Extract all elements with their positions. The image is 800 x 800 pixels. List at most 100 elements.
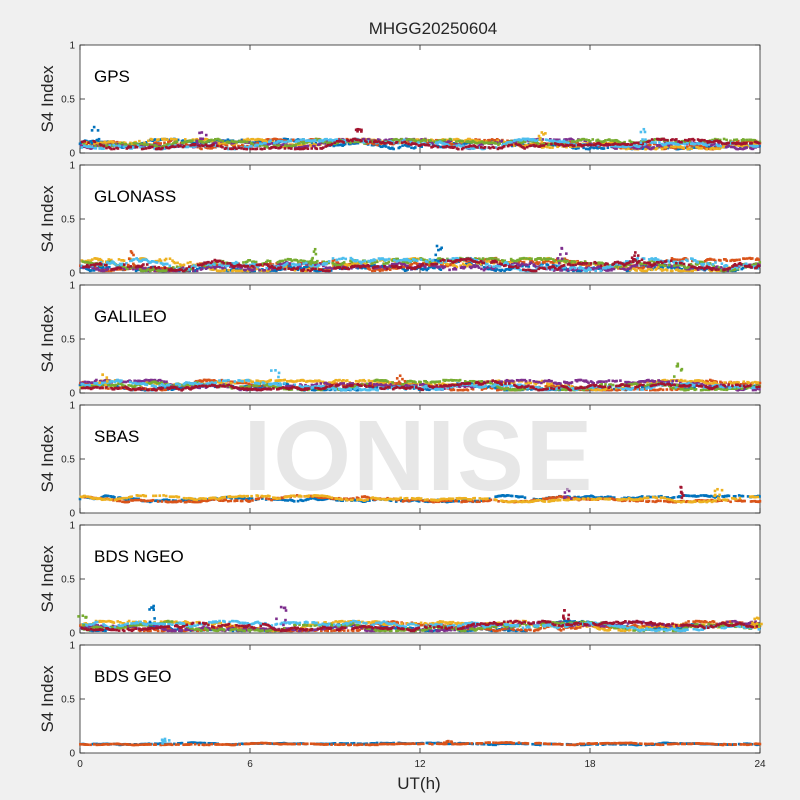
- y-tick-label: 0.5: [61, 335, 75, 346]
- data-point: [569, 263, 572, 267]
- data-point: [562, 141, 565, 145]
- data-point: [313, 144, 316, 148]
- data-point: [437, 259, 440, 263]
- data-point: [194, 142, 197, 146]
- data-point: [384, 138, 388, 142]
- data-point: [306, 147, 310, 151]
- data-point: [338, 266, 342, 269]
- data-point: [171, 143, 175, 147]
- data-point: [240, 264, 243, 268]
- data-point: [192, 269, 195, 273]
- data-point: [312, 250, 316, 253]
- data-point: [153, 269, 157, 273]
- data-point: [642, 127, 646, 131]
- data-point: [268, 259, 272, 263]
- data-point: [758, 261, 762, 264]
- data-point: [319, 262, 323, 266]
- data-point: [279, 138, 282, 141]
- data-point: [713, 147, 716, 151]
- data-point: [153, 138, 157, 141]
- data-point: [606, 262, 609, 266]
- data-point: [267, 267, 270, 271]
- data-point: [90, 145, 94, 149]
- data-point: [644, 138, 647, 141]
- data-point: [652, 260, 656, 264]
- data-point: [757, 264, 761, 268]
- data-point: [383, 265, 386, 268]
- data-point: [725, 259, 729, 263]
- data-point: [461, 262, 465, 266]
- data-point: [330, 142, 334, 146]
- data-point: [125, 145, 128, 149]
- data-point: [90, 129, 94, 132]
- data-point: [220, 142, 224, 146]
- data-point: [131, 146, 135, 149]
- data-point: [644, 264, 648, 268]
- data-point: [581, 267, 585, 270]
- data-point: [574, 268, 578, 272]
- data-point: [89, 140, 93, 143]
- data-point: [284, 144, 287, 147]
- data-point: [745, 141, 748, 145]
- data-point: [686, 259, 689, 263]
- data-point: [325, 137, 328, 141]
- data-point: [732, 138, 736, 142]
- data-point: [242, 138, 246, 142]
- data-point: [719, 266, 723, 269]
- data-point: [146, 259, 150, 263]
- y-axis-label: S4 Index: [38, 185, 57, 253]
- data-point: [373, 269, 377, 273]
- data-point: [432, 260, 436, 264]
- data-point: [710, 258, 713, 261]
- data-point: [638, 144, 642, 147]
- data-point: [604, 139, 607, 142]
- data-point: [80, 140, 84, 144]
- data-point: [542, 133, 545, 136]
- data-point: [311, 264, 314, 267]
- data-point: [118, 142, 122, 146]
- data-point: [392, 147, 395, 151]
- data-point: [105, 146, 108, 150]
- data-point: [317, 264, 321, 267]
- data-point: [648, 143, 652, 147]
- data-point: [554, 259, 558, 262]
- data-point: [571, 263, 575, 267]
- data-point: [342, 266, 345, 270]
- data-point: [500, 259, 504, 262]
- data-point: [643, 130, 647, 134]
- data-point: [599, 264, 603, 267]
- data-point: [114, 143, 118, 146]
- data-point: [711, 263, 715, 266]
- data-point: [440, 139, 444, 143]
- data-point: [667, 144, 671, 147]
- data-point: [342, 261, 346, 264]
- data-point: [365, 138, 368, 141]
- data-point: [314, 267, 317, 271]
- data-point: [373, 258, 377, 262]
- data-point: [164, 257, 168, 261]
- data-point: [560, 246, 563, 250]
- data-point: [538, 266, 542, 270]
- data-point: [650, 268, 654, 272]
- data-point: [400, 141, 404, 144]
- data-point: [435, 262, 438, 266]
- data-point: [656, 263, 659, 267]
- data-point: [168, 257, 172, 261]
- data-point: [745, 138, 749, 142]
- data-point: [725, 138, 728, 142]
- data-point: [139, 145, 142, 149]
- data-point: [175, 140, 179, 143]
- data-point: [553, 259, 556, 263]
- data-point: [546, 259, 550, 263]
- data-point: [171, 266, 175, 269]
- data-point: [341, 256, 345, 260]
- data-point: [248, 140, 251, 143]
- data-point: [667, 263, 671, 267]
- data-point: [276, 142, 279, 146]
- data-point: [200, 131, 204, 134]
- data-point: [626, 142, 630, 146]
- data-point: [469, 144, 473, 148]
- data-point: [508, 264, 511, 267]
- data-point: [608, 267, 612, 271]
- data-point: [251, 137, 255, 141]
